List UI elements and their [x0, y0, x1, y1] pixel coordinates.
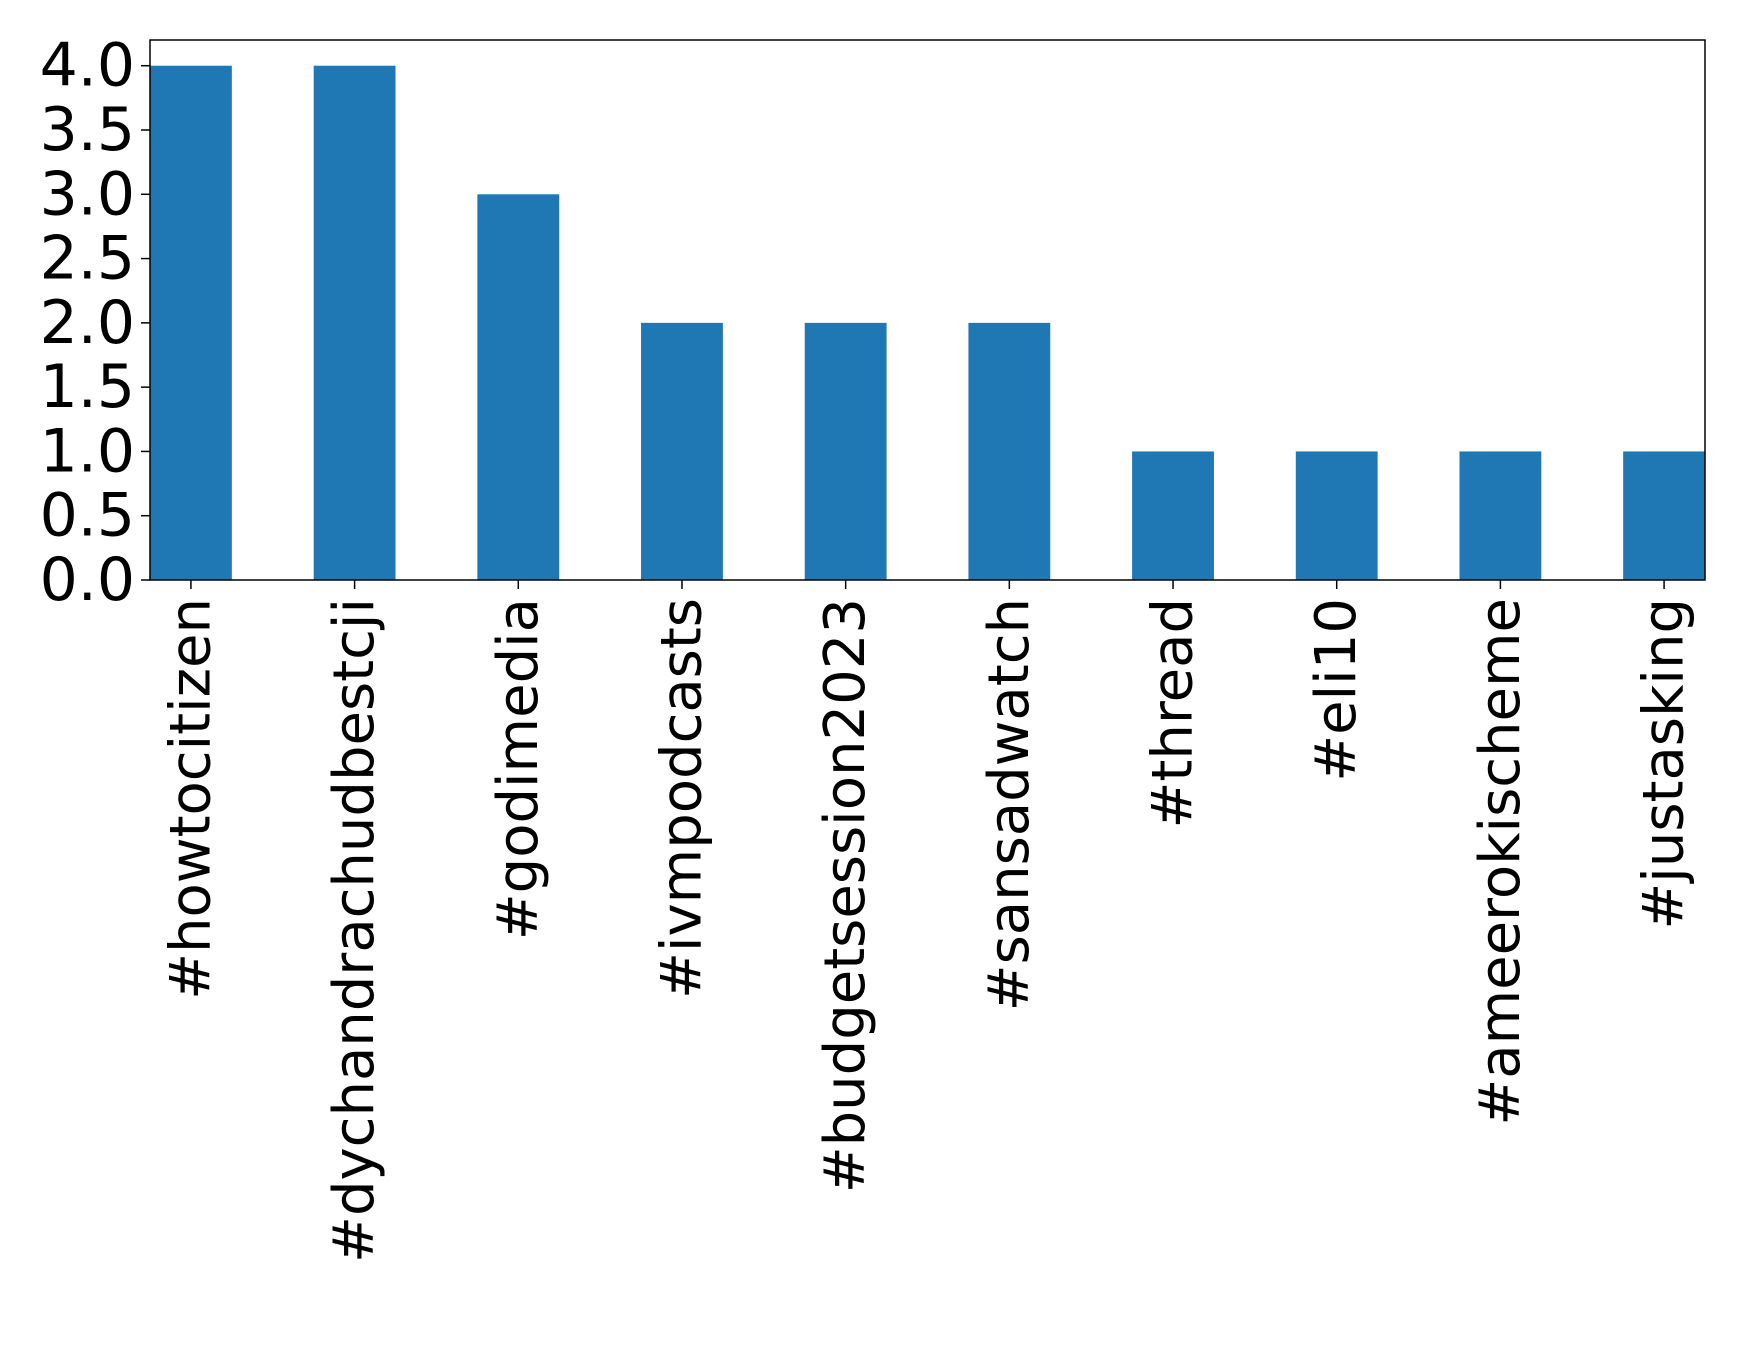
y-tick-label: 0.5: [40, 481, 135, 551]
y-tick-label: 3.5: [40, 95, 135, 165]
x-tick-label: #ivmpodcasts: [649, 598, 714, 999]
bar-budgetsession2023: [804, 322, 887, 580]
bars-group: [150, 65, 1705, 581]
plot-frame: [149, 39, 1706, 581]
bar-ameerokischeme: [1459, 451, 1542, 580]
x-tick-label: #budgetsession2023: [813, 598, 878, 1193]
bar-godimedia: [477, 194, 560, 581]
y-tick-label: 0.0: [40, 545, 135, 615]
bar-thread: [1132, 451, 1214, 580]
x-tick-label: #sansadwatch: [977, 598, 1042, 1011]
y-tick-label: 1.0: [40, 416, 135, 486]
y-tick-label: 1.5: [40, 352, 135, 422]
x-tick-label: #thread: [1141, 598, 1206, 828]
bar-howtocitizen: [150, 65, 232, 580]
x-axis: #howtocitizen #dychandrachudbestcji #godim…: [158, 580, 1697, 1263]
x-tick-label: #godimedia: [486, 598, 551, 940]
x-tick-label: #howtocitizen: [158, 598, 223, 1000]
y-axis: 0.00.51.01.52.02.53.03.54.0: [40, 31, 150, 615]
bar-eli10: [1295, 451, 1378, 580]
bar-ivmpodcasts: [641, 322, 723, 580]
x-tick-label: #dychandrachudbestcji: [322, 598, 387, 1263]
bar-sansadwatch: [968, 322, 1051, 580]
y-tick-label: 2.5: [40, 224, 135, 294]
bar-dychandrachudbestcji: [313, 65, 396, 580]
y-tick-label: 2.0: [40, 288, 135, 358]
x-tick-label: #ameerokischeme: [1468, 598, 1533, 1126]
x-tick-label: #justasking: [1632, 598, 1697, 930]
bar-justasking: [1623, 451, 1705, 580]
x-tick-label: #eli10: [1304, 598, 1369, 782]
y-tick-label: 3.0: [40, 159, 135, 229]
y-tick-label: 4.0: [40, 31, 135, 101]
